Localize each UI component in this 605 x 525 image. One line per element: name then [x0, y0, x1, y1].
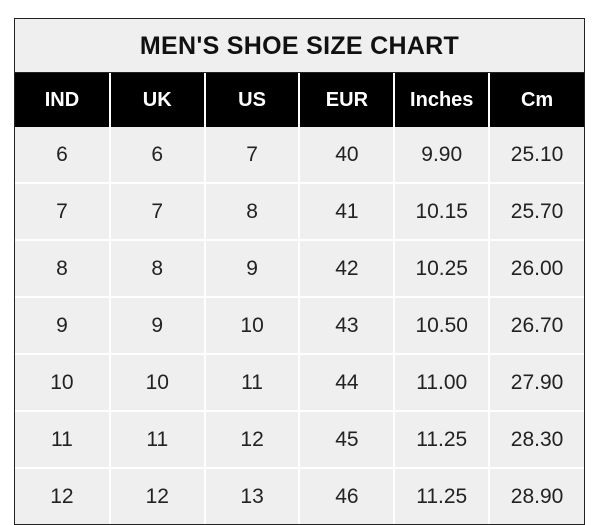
table-cell: 6 — [108, 127, 205, 183]
table-cell: 43 — [298, 296, 395, 354]
header-row: IND UK US EUR Inches Cm — [15, 73, 584, 127]
column-header-ind: IND — [15, 73, 110, 127]
table-cell: 26.70 — [488, 296, 584, 354]
table-cell: 42 — [298, 239, 395, 297]
table-cell: 7 — [108, 182, 205, 240]
table-cell: 28.90 — [488, 467, 584, 524]
chart-title: MEN'S SHOE SIZE CHART — [15, 19, 584, 73]
table-cell: 10 — [108, 353, 205, 411]
size-chart: MEN'S SHOE SIZE CHART IND UK US EUR Inches Cm… — [14, 18, 585, 525]
table-cell: 8 — [15, 239, 110, 297]
table-cell: 26.00 — [488, 239, 584, 297]
table-cell: 41 — [298, 182, 395, 240]
table-cell: 10.50 — [393, 296, 490, 354]
table-cell: 40 — [298, 127, 395, 183]
table-cell: 10 — [15, 353, 110, 411]
table-row: 9 9 10 43 10.50 26.70 — [15, 296, 584, 354]
table-row: 7 7 8 41 10.15 25.70 — [15, 182, 584, 240]
table-row: 11 11 12 45 11.25 28.30 — [15, 410, 584, 468]
table-cell: 8 — [203, 182, 300, 240]
table-cell: 12 — [108, 467, 205, 524]
column-header-us: US — [203, 73, 300, 127]
table-row: 8 8 9 42 10.25 26.00 — [15, 239, 584, 297]
table-cell: 9 — [203, 239, 300, 297]
table-cell: 28.30 — [488, 410, 584, 468]
column-header-eur: EUR — [298, 73, 395, 127]
table-cell: 11.00 — [393, 353, 490, 411]
column-header-uk: UK — [108, 73, 205, 127]
table-cell: 7 — [203, 127, 300, 183]
table-cell: 27.90 — [488, 353, 584, 411]
table-cell: 10 — [203, 296, 300, 354]
size-table: IND UK US EUR Inches Cm 6 6 7 40 9.90 25.10 7 7 8 41 10… — [15, 73, 584, 524]
column-header-cm: Cm — [488, 73, 584, 127]
table-cell: 9 — [15, 296, 110, 354]
table-row: 6 6 7 40 9.90 25.10 — [15, 127, 584, 183]
table-cell: 46 — [298, 467, 395, 524]
table-cell: 13 — [203, 467, 300, 524]
table-cell: 45 — [298, 410, 395, 468]
table-cell: 11 — [108, 410, 205, 468]
column-header-inches: Inches — [393, 73, 490, 127]
table-cell: 12 — [15, 467, 110, 524]
table-row: 10 10 11 44 11.00 27.90 — [15, 353, 584, 411]
table-cell: 11.25 — [393, 410, 490, 468]
table-cell: 25.10 — [488, 127, 584, 183]
table-cell: 11 — [203, 353, 300, 411]
table-cell: 7 — [15, 182, 110, 240]
table-cell: 10.15 — [393, 182, 490, 240]
table-cell: 25.70 — [488, 182, 584, 240]
table-cell: 9 — [108, 296, 205, 354]
table-cell: 9.90 — [393, 127, 490, 183]
table-cell: 12 — [203, 410, 300, 468]
table-row: 12 12 13 46 11.25 28.90 — [15, 467, 584, 524]
table-cell: 11.25 — [393, 467, 490, 524]
table-cell: 44 — [298, 353, 395, 411]
table-cell: 6 — [56, 142, 68, 166]
table-cell: 10.25 — [393, 239, 490, 297]
table-cell: 8 — [108, 239, 205, 297]
table-cell: 11 — [15, 410, 110, 468]
